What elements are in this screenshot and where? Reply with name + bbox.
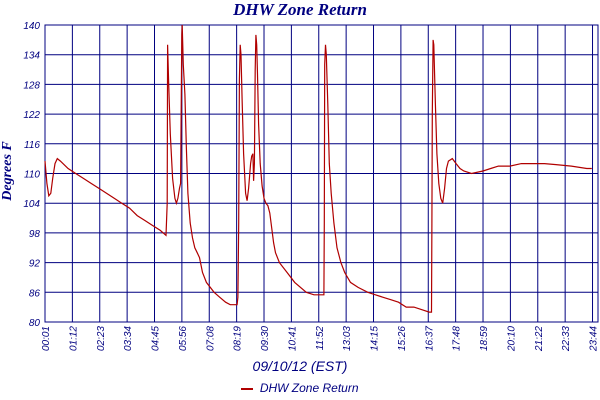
x-tick-label: 09:30 — [260, 326, 271, 351]
x-tick-label: 11:52 — [315, 326, 326, 351]
x-tick-label: 18:59 — [479, 326, 490, 351]
x-tick-label: 21:22 — [534, 326, 545, 352]
y-tick-label: 80 — [29, 318, 41, 329]
y-tick-label: 128 — [23, 80, 40, 91]
y-tick-label: 86 — [29, 288, 41, 299]
y-axis-ticks: 80 86 92 98 104 110 116 122 128 134 140 — [23, 21, 40, 329]
x-tick-label: 08:19 — [233, 326, 244, 351]
legend-label: DHW Zone Return — [259, 381, 359, 395]
y-tick-label: 92 — [29, 259, 41, 270]
series-layer — [44, 24, 592, 313]
y-tick-label: 116 — [24, 140, 40, 151]
x-tick-label: 14:15 — [370, 326, 381, 351]
x-tick-label: 17:48 — [452, 326, 463, 351]
x-tick-label: 20:10 — [506, 326, 517, 352]
x-axis-title: 09/10/12 (EST) — [252, 358, 348, 374]
x-tick-label: 13:03 — [342, 326, 353, 351]
x-tick-label: 03:34 — [123, 326, 134, 351]
x-tick-label: 07:08 — [205, 326, 216, 351]
x-tick-label: 04:45 — [151, 326, 162, 351]
y-tick-label: 110 — [24, 170, 40, 181]
y-tick-label: 140 — [23, 21, 40, 32]
x-tick-label: 10:41 — [287, 326, 298, 351]
x-tick-label: 01:12 — [68, 326, 79, 351]
y-tick-label: 104 — [23, 199, 40, 210]
x-axis-ticks: 00:01 01:12 02:23 03:34 04:45 05:56 07:08 08:19… — [41, 326, 600, 352]
x-tick-label: 16:37 — [424, 326, 435, 351]
series-line-dhw-zone-return — [44, 24, 592, 313]
x-tick-label: 15:26 — [397, 326, 408, 351]
x-tick-label: 05:56 — [178, 326, 189, 351]
y-axis-title: Degrees F — [0, 141, 15, 201]
y-tick-label: 122 — [23, 110, 40, 121]
y-tick-label: 134 — [23, 51, 40, 62]
legend-swatch — [241, 387, 254, 390]
x-tick-label: 23:44 — [589, 326, 600, 352]
x-tick-label: 00:01 — [41, 326, 52, 351]
x-tick-label: 22:33 — [561, 326, 572, 352]
x-tick-label: 02:23 — [96, 326, 107, 351]
y-tick-label: 98 — [29, 229, 41, 240]
grid-lines — [44, 24, 598, 323]
chart-title: DHW Zone Return — [233, 0, 367, 19]
legend: DHW Zone Return — [0, 381, 600, 395]
